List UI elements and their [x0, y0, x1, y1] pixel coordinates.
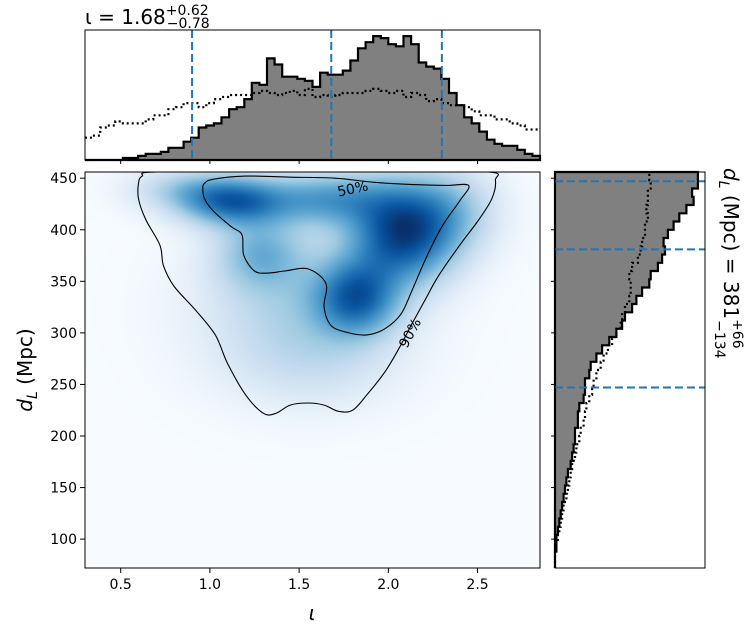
y-tick-label: 400: [50, 223, 77, 239]
y-tick-label: 250: [50, 377, 77, 393]
top-title-main: ι = 1.68: [85, 5, 166, 29]
x-tick-label: 2.0: [377, 577, 399, 593]
y-tick-label: 150: [50, 481, 77, 497]
contour-90pct: [137, 172, 499, 416]
y-tick-label: 100: [50, 532, 77, 548]
top-marginal-panel: ι = 1.68+0.62 −0.78: [84, 3, 542, 164]
y-tick-label: 200: [50, 429, 77, 445]
top-marginal-title: ι = 1.68+0.62: [85, 3, 209, 29]
y-axis-label: dL (Mpc): [13, 328, 41, 411]
x-tick-label: 1.5: [288, 577, 310, 593]
top-posterior-histogram: [85, 35, 542, 162]
top-marginal-frame: [84, 29, 541, 161]
y-tick-label: 350: [50, 274, 77, 290]
x-axis-label: ι: [309, 601, 316, 625]
joint-frame: [84, 171, 541, 569]
joint-density-panel: 50%90% 0.5 1.0 1.5 2.0 2.5 10015020025030035…: [13, 171, 541, 625]
right-marginal-panel: dL (Mpc) = 381+66 −134: [551, 168, 745, 569]
top-title-subscript: −0.78: [167, 16, 210, 32]
right-prior-histogram: [553, 172, 652, 568]
top-title-sup: +0.62: [166, 3, 209, 19]
right-posterior-histogram: [553, 170, 699, 568]
contour-label-50pct: 50%: [336, 178, 370, 200]
contour-50pct: [202, 175, 470, 336]
density-heatmap: [85, 172, 540, 568]
x-tick-label: 1.0: [199, 577, 221, 593]
right-marginal-frame: [554, 171, 706, 569]
right-title-subscript: −134: [711, 320, 727, 359]
y-tick-label: 300: [50, 326, 77, 342]
x-tick-label: 2.5: [466, 577, 488, 593]
y-tick-label: 450: [50, 171, 77, 187]
x-tick-label: 0.5: [110, 577, 132, 593]
right-marginal-title: dL (Mpc) = 381+66: [715, 168, 745, 349]
